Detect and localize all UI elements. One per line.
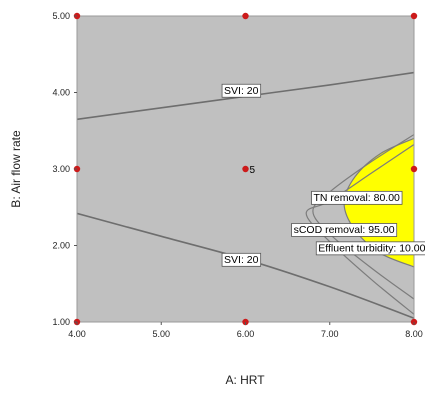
y-tick-label: 4.00 <box>52 88 70 98</box>
contour-label: SVI: 20 <box>221 252 262 267</box>
contour-line <box>312 134 414 300</box>
contour-label: SVI: 20 <box>221 83 262 98</box>
contour-label: TN removal: 80.00 <box>311 190 403 205</box>
x-tick-label: 5.00 <box>152 329 170 339</box>
y-axis-title: B: Air flow rate <box>9 130 23 208</box>
contour-label-box <box>221 252 262 267</box>
contour-label-text: Effluent turbidity: 10.00 <box>318 242 425 254</box>
contour-label-box <box>315 241 425 256</box>
design-point <box>242 165 249 173</box>
contour-label-text: sCOD removal: 95.00 <box>294 224 395 236</box>
y-tick-label: 1.00 <box>52 317 70 327</box>
y-tick-label: 2.00 <box>52 241 70 251</box>
contour-label-text: TN removal: 80.00 <box>314 192 401 204</box>
contour-label-box <box>311 190 403 205</box>
x-axis-title: A: HRT <box>225 373 265 387</box>
contour-label-box <box>221 83 262 98</box>
contour-label-text: SVI: 20 <box>224 254 259 266</box>
design-point <box>410 165 418 173</box>
contour-label-box <box>291 223 398 237</box>
design-point <box>410 12 418 20</box>
x-tick-label: 7.00 <box>321 329 339 339</box>
x-tick-label: 8.00 <box>405 329 423 339</box>
design-point-label: 5 <box>250 165 256 176</box>
contour-label: Effluent turbidity: 10.00 <box>315 241 425 256</box>
y-tick-label: 5.00 <box>52 11 70 21</box>
contour-line <box>305 144 414 315</box>
design-point <box>242 12 249 20</box>
x-tick-label: 4.00 <box>68 329 86 339</box>
y-tick-label: 3.00 <box>52 164 70 174</box>
contour-label-text: SVI: 20 <box>224 85 259 97</box>
contour-label: sCOD removal: 95.00 <box>291 223 398 237</box>
x-tick-label: 6.00 <box>237 329 255 339</box>
